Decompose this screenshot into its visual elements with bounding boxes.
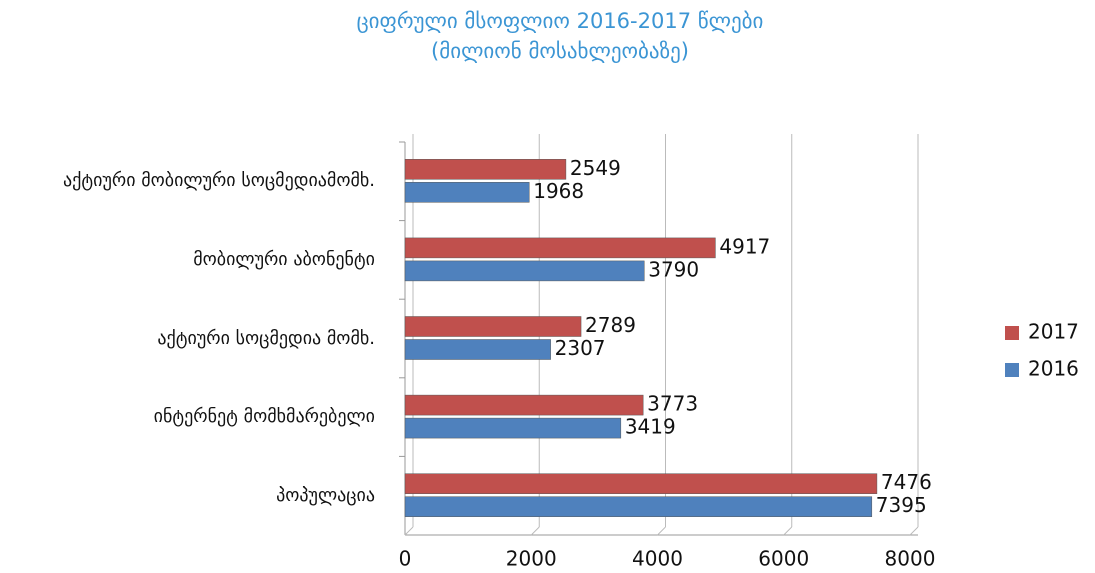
data-label: 2307 — [555, 336, 606, 360]
x-tick-label: 8000 — [885, 547, 936, 571]
tick-mark — [783, 526, 793, 536]
bar — [404, 339, 551, 360]
bar — [404, 182, 530, 203]
y-tick-label: აქტიური მობილური სოცმედიამომხ. — [63, 170, 375, 192]
tick-mark — [530, 526, 540, 536]
data-label: 3790 — [648, 257, 699, 281]
data-label: 7395 — [876, 493, 927, 517]
chart-subtitle: (მილიონ მოსახლეობაზე) — [431, 39, 689, 63]
data-label: 2549 — [570, 156, 621, 180]
x-tick-label: 2000 — [506, 547, 557, 571]
data-label: 3419 — [625, 415, 676, 439]
tick-mark — [404, 526, 414, 536]
y-tick-label: მობილური აბონენტი — [193, 248, 375, 270]
bar — [404, 496, 873, 517]
chart-title: ციფრული მსოფლიო 2016-2017 წლები — [357, 9, 764, 33]
tick-mark — [657, 526, 666, 536]
legend-label: 2017 — [1028, 320, 1079, 344]
data-label: 1968 — [533, 179, 584, 203]
bar — [404, 316, 582, 337]
y-tick-label: აქტიური სოცმედია მომხ. — [157, 327, 375, 349]
data-label: 7476 — [881, 470, 932, 494]
data-label: 2789 — [585, 313, 636, 337]
bar — [404, 394, 644, 416]
y-tick-label: ინტერნეტ მომხმარებელი — [153, 406, 375, 428]
x-tick-label: 0 — [399, 547, 412, 571]
bar — [404, 159, 567, 180]
legend-swatch — [1005, 326, 1019, 340]
y-tick-label: პოპულაცია — [276, 484, 375, 506]
x-tick-label: 6000 — [758, 547, 809, 571]
data-label: 3773 — [647, 392, 698, 416]
bar — [404, 473, 878, 494]
bar — [404, 237, 716, 259]
tick-mark — [909, 526, 919, 536]
data-label: 4917 — [719, 234, 770, 258]
bar — [404, 417, 622, 439]
bar — [404, 260, 645, 282]
legend-swatch — [1005, 363, 1019, 377]
legend-label: 2016 — [1028, 357, 1079, 381]
x-tick-label: 4000 — [632, 547, 683, 571]
